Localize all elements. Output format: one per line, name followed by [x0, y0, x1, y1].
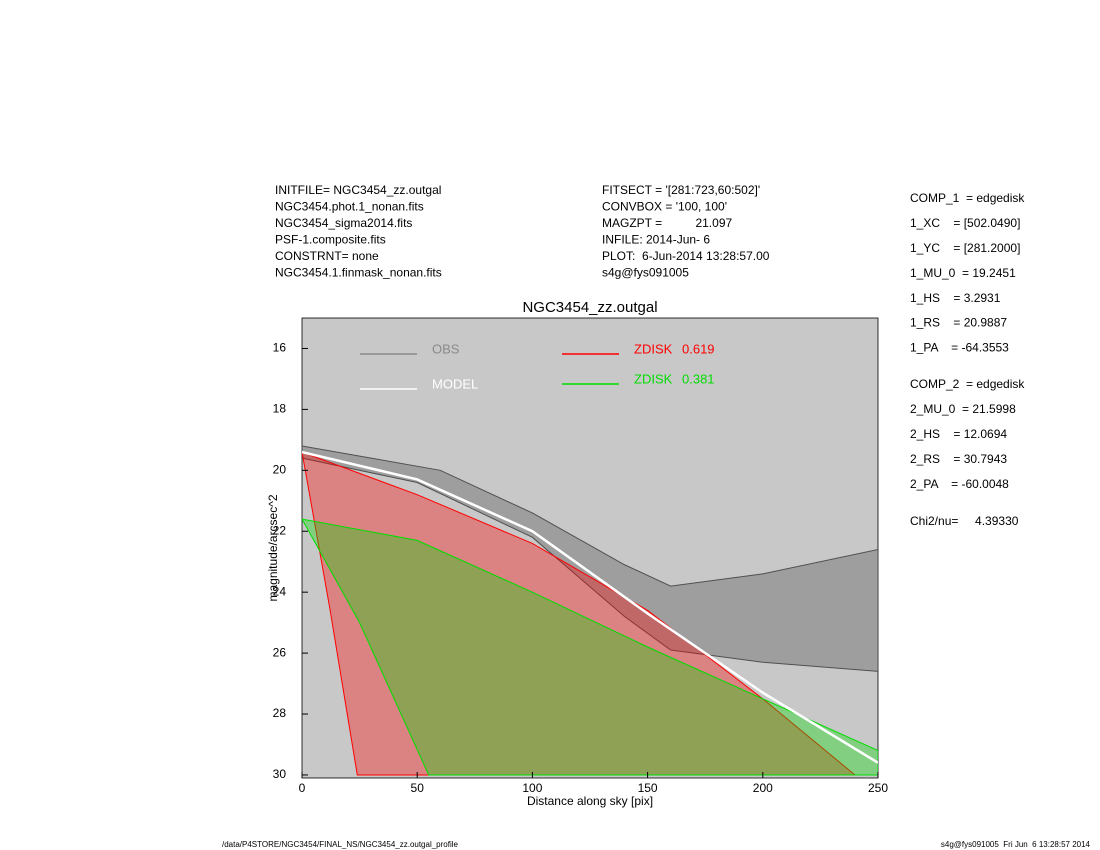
- header-line: NGC3454.1.finmask_nonan.fits: [275, 266, 442, 280]
- y-tick-label: 18: [273, 402, 287, 416]
- x-tick-label: 250: [868, 781, 888, 795]
- param-line: 2_PA = -60.0048: [910, 477, 1009, 491]
- header-line: PSF-1.composite.fits: [275, 233, 386, 247]
- point-cloud: [302, 518, 878, 776]
- model-line: [302, 450, 878, 764]
- header-line: CONSTRNT= none: [275, 249, 379, 263]
- y-tick-label: 30: [273, 767, 287, 781]
- header-line: INITFILE= NGC3454_zz.outgal: [275, 183, 441, 197]
- header-line: NGC3454.phot.1_nonan.fits: [275, 200, 424, 214]
- x-tick-label: 100: [522, 781, 542, 795]
- x-tick-label: 150: [638, 781, 658, 795]
- y-axis-label: magnitude/arcsec^2: [266, 494, 280, 601]
- x-tick-label: 50: [411, 781, 425, 795]
- param-line: 1_RS = 20.9887: [910, 316, 1007, 330]
- legend-fraction: 0.619: [682, 341, 715, 356]
- param-line: 1_MU_0 = 19.2451: [910, 266, 1016, 280]
- point-cloud: [302, 445, 878, 672]
- x-axis-label: Distance along sky [pix]: [527, 794, 653, 808]
- y-tick-label: 24: [273, 584, 287, 598]
- header-line: NGC3454_sigma2014.fits: [275, 216, 412, 230]
- chart-title: NGC3454_zz.outgal: [522, 299, 657, 316]
- param-line: COMP_2 = edgedisk: [910, 377, 1025, 391]
- legend-label: ZDISK: [634, 341, 673, 356]
- y-tick-label: 20: [273, 462, 287, 476]
- param-line: 2_MU_0 = 21.5998: [910, 402, 1016, 416]
- y-tick-label: 22: [273, 523, 287, 537]
- param-line: 1_XC = [502.0490]: [910, 216, 1020, 230]
- legend-fraction: 0.381: [682, 371, 715, 386]
- param-line: 2_RS = 30.7943: [910, 452, 1007, 466]
- legend-label: OBS: [432, 341, 460, 356]
- header-line: FITSECT = '[281:723,60:502]': [602, 183, 760, 197]
- legend-label: MODEL: [432, 376, 478, 391]
- plot-background: [301, 317, 879, 779]
- x-tick-label: 0: [299, 781, 306, 795]
- plot-layer: [302, 445, 878, 776]
- footer-path: /data/P4STORE/NGC3454/FINAL_NS/NGC3454_z…: [222, 840, 459, 849]
- footer-stamp: s4g@fys091005 Fri Jun 6 13:28:57 2014: [941, 840, 1091, 849]
- param-line: 1_YC = [281.2000]: [910, 241, 1020, 255]
- param-line: 2_HS = 12.0694: [910, 427, 1007, 441]
- legend-label: ZDISK: [634, 371, 673, 386]
- header-line: PLOT: 6-Jun-2014 13:28:57.00: [602, 249, 770, 263]
- header-line: s4g@fys091005: [602, 266, 689, 280]
- chi2: Chi2/nu= 4.39330: [910, 514, 1019, 528]
- y-tick-label: 28: [273, 706, 287, 720]
- param-line: 1_PA = -64.3553: [910, 341, 1009, 355]
- y-tick-label: 26: [273, 645, 287, 659]
- param-line: COMP_1 = edgedisk: [910, 191, 1025, 205]
- param-line: 1_HS = 3.2931: [910, 291, 1001, 305]
- header-line: CONVBOX = '100, 100': [602, 200, 727, 214]
- header-line: MAGZPT = 21.097: [602, 216, 732, 230]
- header-line: INFILE: 2014-Jun- 6: [602, 233, 710, 247]
- y-tick-label: 16: [273, 341, 287, 355]
- x-tick-label: 200: [753, 781, 773, 795]
